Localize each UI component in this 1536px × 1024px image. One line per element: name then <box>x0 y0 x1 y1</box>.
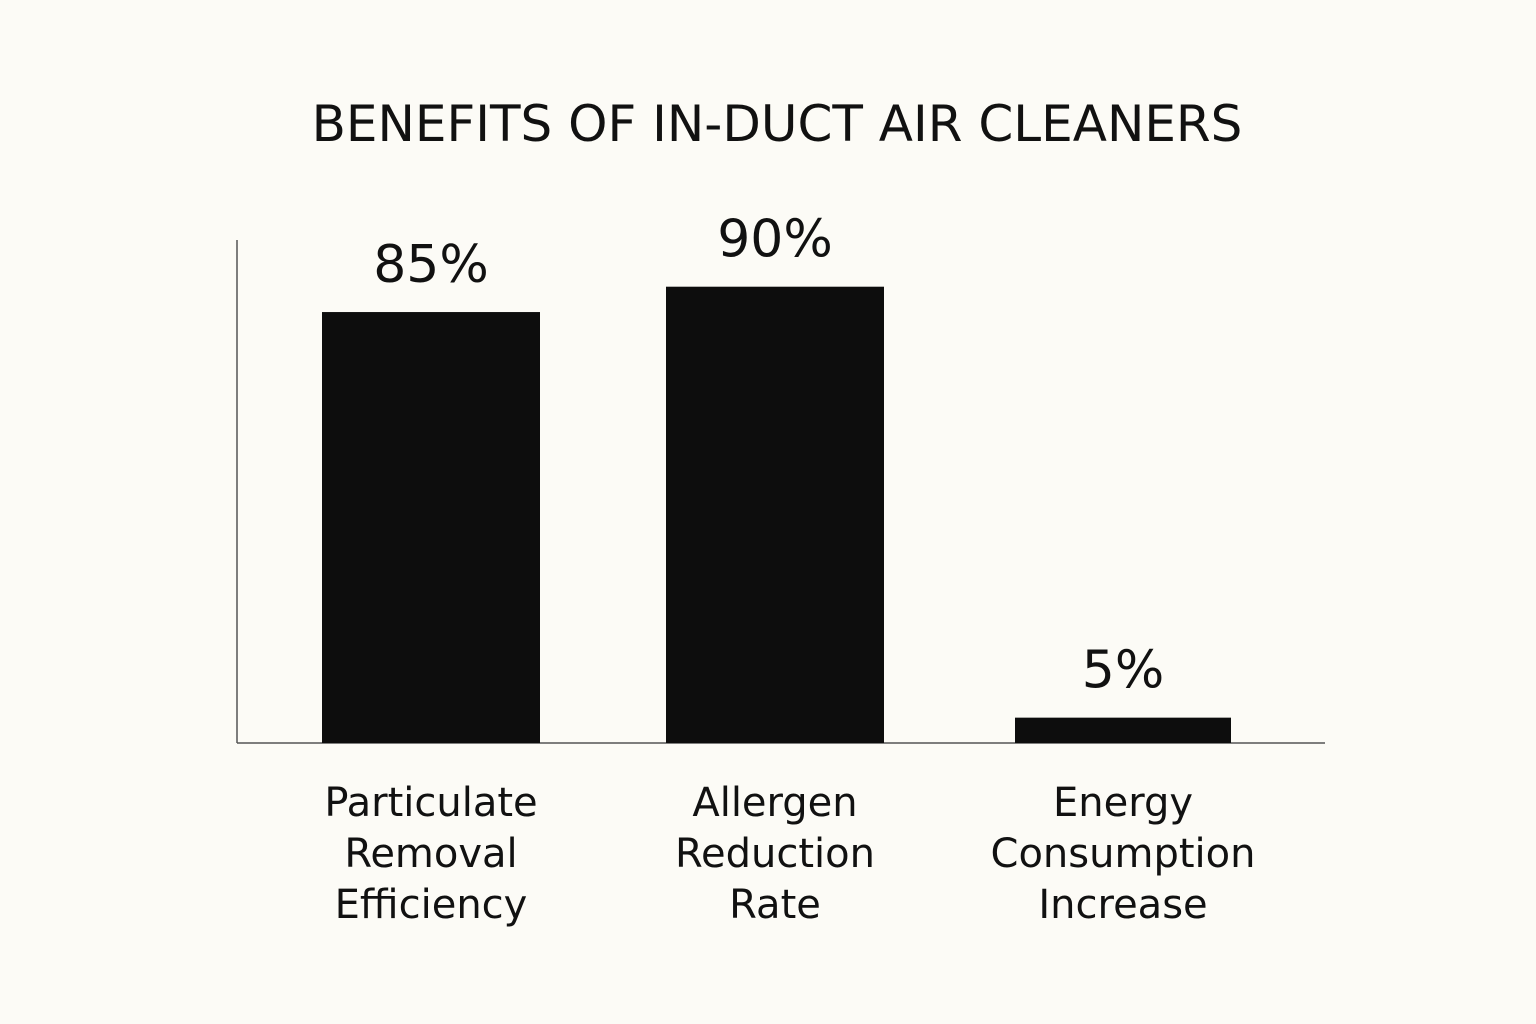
category-label-3-line-1: Energy <box>1053 780 1193 826</box>
category-label-3-line-2: Consumption <box>991 831 1256 877</box>
category-label-1-line-1: Particulate <box>324 780 537 826</box>
bar-2 <box>666 286 884 743</box>
bars-group <box>322 286 1231 743</box>
category-label-1-line-3: Efficiency <box>335 882 528 928</box>
value-label-2: 90% <box>717 210 833 270</box>
category-label-2-line-1: Allergen <box>692 780 857 826</box>
category-label-1-line-2: Removal <box>344 831 517 877</box>
category-label-2-line-2: Reduction <box>675 831 875 877</box>
value-labels-group: 85% 90% 5% <box>373 210 1164 701</box>
value-label-1: 85% <box>373 235 489 295</box>
bar-3 <box>1015 717 1231 743</box>
category-label-2-line-3: Rate <box>729 882 821 928</box>
value-label-3: 5% <box>1082 641 1165 701</box>
category-label-3-line-3: Increase <box>1038 882 1207 928</box>
category-labels-group: Particulate Removal Efficiency Allergen Redu… <box>324 780 1255 928</box>
chart-title: BENEFITS OF IN-DUCT AIR CLEANERS <box>312 95 1243 153</box>
bar-1 <box>322 312 540 743</box>
